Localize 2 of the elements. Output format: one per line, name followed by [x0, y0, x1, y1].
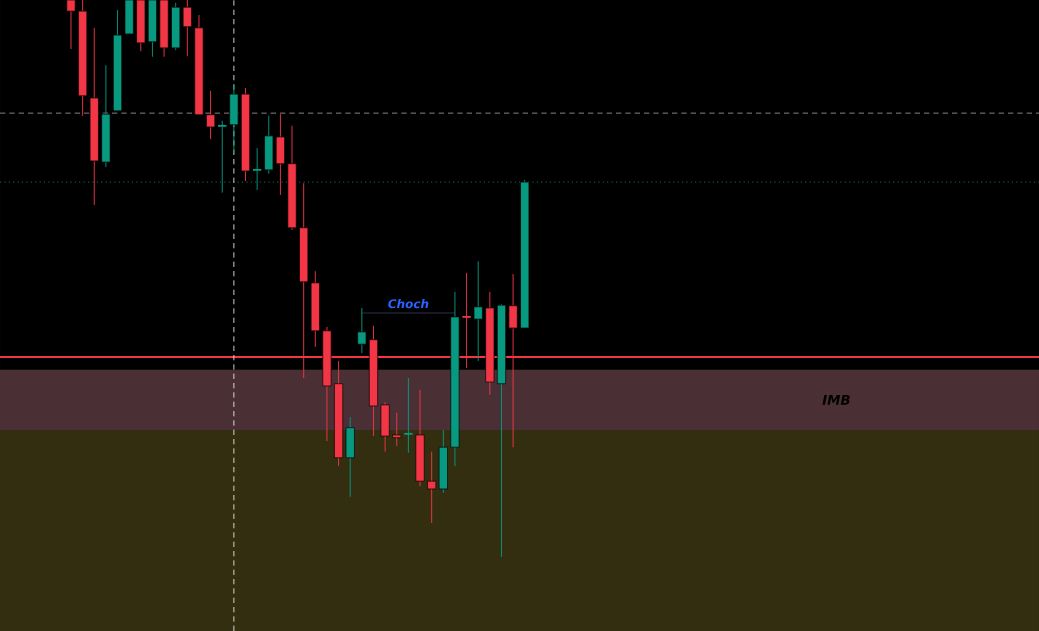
ref-line-label: Choch — [388, 298, 429, 309]
band-label: IMB — [822, 395, 850, 405]
